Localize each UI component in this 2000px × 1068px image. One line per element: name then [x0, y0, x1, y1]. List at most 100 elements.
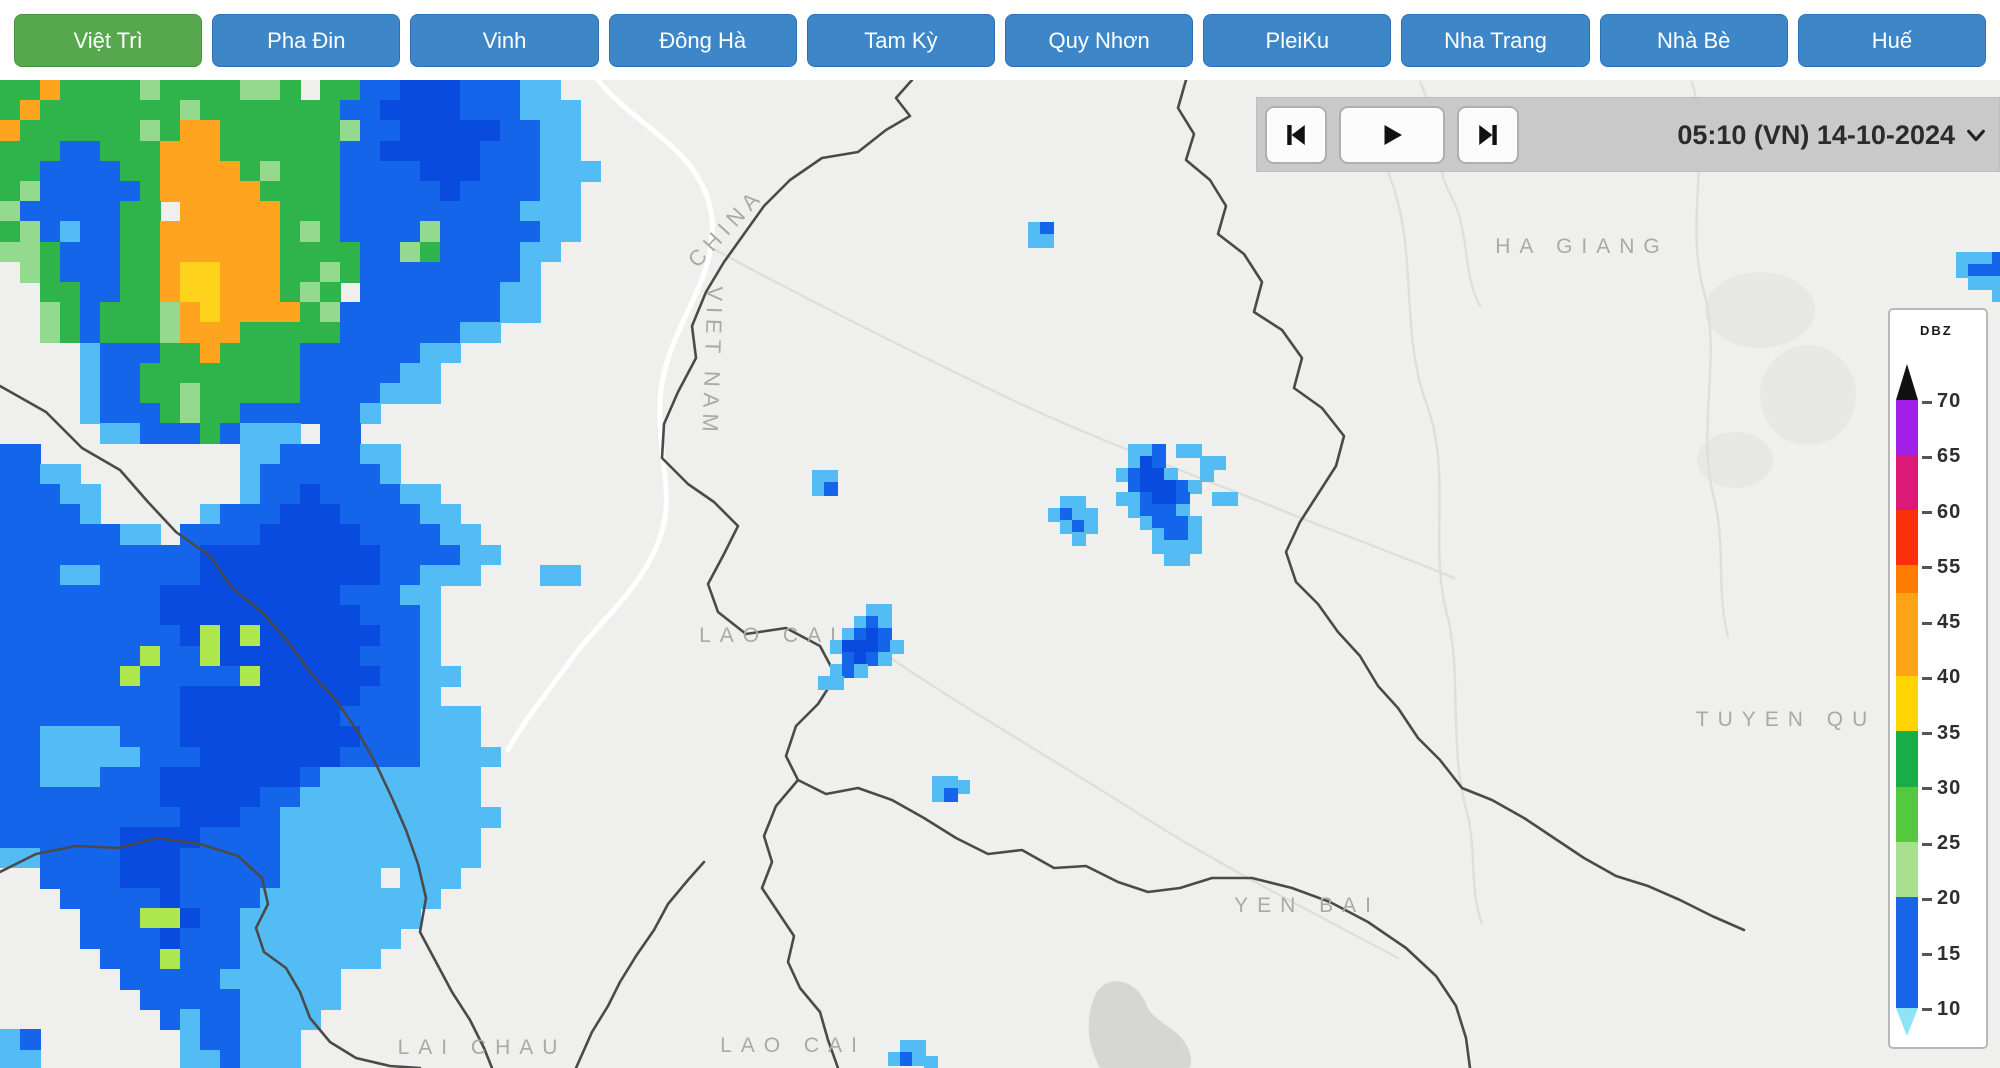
radar-cell — [40, 160, 61, 182]
radar-cell — [320, 605, 341, 626]
radar-cell — [240, 706, 261, 727]
radar-cell — [160, 241, 181, 263]
radar-cell — [420, 706, 441, 727]
radar-cell — [380, 282, 401, 303]
radar-cell — [200, 160, 221, 182]
radar-cell — [220, 322, 241, 344]
station-button-3[interactable]: Đông Hà — [608, 14, 797, 67]
radar-cell — [160, 342, 181, 364]
radar-cell — [280, 605, 301, 626]
legend-tick-mark — [1922, 842, 1932, 846]
radar-cell — [0, 241, 21, 263]
radar-cell — [80, 827, 101, 849]
radar-cell — [20, 241, 41, 263]
play-button[interactable] — [1339, 106, 1445, 164]
radar-cell — [180, 181, 201, 202]
radar-cell — [320, 827, 341, 849]
radar-blip-mid-south — [932, 776, 946, 790]
radar-cell — [440, 787, 461, 808]
radar-cell — [160, 140, 181, 162]
radar-cell — [420, 766, 441, 788]
station-button-0[interactable]: Việt Trì — [14, 14, 203, 67]
radar-cell — [180, 625, 201, 647]
radar-cell — [120, 645, 141, 667]
radar-cell — [160, 948, 181, 970]
radar-cell — [340, 948, 361, 970]
radar-cell — [560, 181, 581, 202]
radar-map[interactable]: CHINA VIET NAM HA GIANG LAO CAI TUYEN QU YEN … — [0, 80, 2000, 1068]
radar-cell — [140, 282, 161, 303]
station-button-8[interactable]: Nhà Bè — [1599, 14, 1788, 67]
radar-cell — [180, 362, 201, 384]
radar-cell — [140, 827, 161, 849]
radar-cell — [300, 160, 321, 182]
radar-cell — [280, 302, 301, 323]
radar-cell — [60, 605, 81, 626]
radar-cell — [200, 625, 221, 647]
radar-cell — [60, 766, 81, 788]
radar-blip-center — [1164, 480, 1178, 494]
radar-cell — [280, 80, 301, 101]
radar-cell — [400, 908, 421, 929]
radar-cell — [60, 787, 81, 808]
radar-cell — [0, 80, 21, 101]
radar-cell — [160, 706, 181, 727]
radar-cell — [400, 383, 421, 404]
station-button-5[interactable]: Quy Nhơn — [1005, 14, 1194, 67]
radar-cell — [60, 80, 81, 101]
legend-tick-mark — [1922, 787, 1932, 791]
radar-cell — [240, 766, 261, 788]
radar-cell — [260, 827, 281, 849]
radar-cell — [320, 585, 341, 606]
radar-cell — [220, 140, 241, 162]
radar-cell — [480, 140, 501, 162]
radar-cell — [340, 847, 361, 869]
time-selector[interactable]: 05:10 (VN) 14-10-2024 — [1677, 106, 1989, 164]
station-button-1[interactable]: Pha Đin — [212, 14, 401, 67]
station-button-4[interactable]: Tam Kỳ — [806, 14, 996, 67]
radar-cell — [120, 564, 141, 586]
radar-blip-center — [1152, 540, 1166, 554]
radar-cell — [200, 746, 221, 768]
station-button-9[interactable]: Huế — [1797, 14, 1987, 67]
radar-cell — [300, 867, 321, 889]
radar-cell — [140, 362, 161, 384]
skip-start-button[interactable] — [1265, 106, 1327, 164]
radar-cell — [240, 181, 261, 202]
radar-cell — [440, 847, 461, 869]
radar-cell — [260, 726, 281, 748]
radar-cell — [320, 100, 341, 121]
station-button-2[interactable]: Vinh — [410, 14, 599, 67]
radar-cell — [160, 605, 181, 626]
radar-cell — [480, 807, 501, 828]
radar-cell — [80, 241, 101, 263]
radar-cell — [560, 201, 581, 222]
radar-cell — [400, 544, 421, 566]
radar-cell — [280, 100, 301, 121]
station-button-7[interactable]: Nha Trang — [1401, 14, 1590, 67]
radar-cell — [60, 201, 81, 222]
radar-cell — [320, 342, 341, 364]
radar-cell — [120, 362, 141, 384]
radar-cell — [240, 1029, 261, 1051]
radar-cell — [140, 847, 161, 869]
radar-cell — [220, 282, 241, 303]
radar-cell — [380, 746, 401, 768]
skip-end-button[interactable] — [1457, 106, 1519, 164]
radar-cell — [280, 524, 301, 546]
radar-cell — [420, 120, 441, 142]
radar-cell — [20, 564, 41, 586]
radar-cell — [80, 282, 101, 303]
radar-cell — [300, 504, 321, 525]
radar-cell — [220, 120, 241, 142]
legend-tick-mark — [1922, 621, 1932, 625]
radar-cell — [200, 282, 221, 303]
radar-cell — [60, 746, 81, 768]
radar-cell — [200, 645, 221, 667]
radar-cell — [540, 181, 561, 202]
radar-cell — [180, 201, 201, 222]
station-button-6[interactable]: PleiKu — [1203, 14, 1392, 67]
radar-blip-center — [1048, 508, 1062, 522]
radar-cell — [40, 807, 61, 828]
radar-cell — [140, 302, 161, 323]
